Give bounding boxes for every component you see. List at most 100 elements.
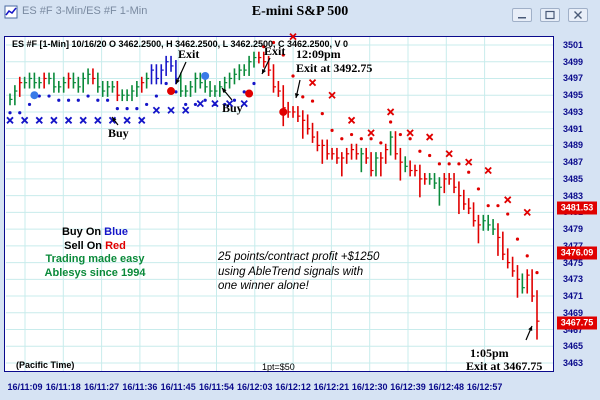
stop-dot <box>76 98 80 102</box>
maximize-icon <box>545 10 555 20</box>
maximize-button[interactable] <box>540 8 560 22</box>
stop-dot <box>66 98 71 102</box>
legend-buy: Buy On Blue <box>61 226 128 238</box>
stop-dot <box>515 237 520 241</box>
exit-signal-dot <box>245 89 254 98</box>
y-tick-label: 3479 <box>563 224 584 235</box>
timezone-label: (Pacific Time) <box>16 360 75 370</box>
buy-label-1: Buy <box>108 126 129 140</box>
stop-dot <box>96 98 100 102</box>
stop-dot <box>496 204 500 208</box>
exit-signal-dot <box>279 107 288 116</box>
x-tick-label: 16/11:36 <box>122 382 158 392</box>
trend-x-marker <box>211 99 219 108</box>
trend-x-marker <box>64 116 73 124</box>
y-tick-label: 3491 <box>563 123 584 134</box>
bar-info-line: ES #F [1-Min] 10/16/20 O 3462.2500, H 34… <box>12 39 349 49</box>
arrow-head <box>175 79 180 84</box>
trend-x-marker <box>79 116 87 124</box>
trend-x-marker <box>225 99 234 108</box>
arrow-head <box>294 93 300 98</box>
y-tick-label: 3489 <box>563 140 584 151</box>
stop-dot <box>359 137 363 141</box>
trend-x-marker <box>182 106 190 114</box>
stop-dot <box>447 162 451 166</box>
stop-dot <box>428 153 432 158</box>
close-button[interactable] <box>568 8 588 22</box>
trend-x-marker <box>484 166 492 175</box>
y-tick-label: 3471 <box>563 291 584 302</box>
stop-dot <box>340 137 344 141</box>
trend-x-marker <box>167 106 175 114</box>
exit-signal-dot <box>167 87 176 96</box>
trend-x-marker <box>504 196 512 204</box>
title-bar: ES #F 3-Min/ES #F 1-Min E-mini S&P 500 <box>0 0 600 24</box>
stop-dot <box>506 212 510 216</box>
trend-x-marker <box>445 150 453 158</box>
trend-x-marker <box>123 116 131 124</box>
exit-price-1: Exit at 3492.75 <box>296 61 373 75</box>
trend-x-marker <box>308 79 317 87</box>
stop-dot <box>281 53 285 57</box>
stop-dot <box>437 162 442 166</box>
y-tick-label: 3477 <box>563 240 584 251</box>
legend-sell: Sell On Red <box>64 239 126 252</box>
stop-dot <box>57 98 61 102</box>
y-tick-label: 3485 <box>563 173 584 184</box>
stop-dot <box>105 98 110 102</box>
stop-dot <box>369 137 373 141</box>
chart-title: E-mini S&P 500 <box>251 4 349 19</box>
x-tick-label: 16/11:09 <box>7 382 43 392</box>
exit-time-2: 1:05pm <box>470 346 509 360</box>
minimize-button[interactable] <box>512 8 532 22</box>
price-marker-box: 3476.09 <box>557 246 597 260</box>
trend-x-marker <box>50 116 58 124</box>
stop-dot <box>47 94 51 98</box>
y-tick-label: 3465 <box>563 341 584 352</box>
y-tick-label: 3463 <box>563 358 584 368</box>
x-tick-label: 16/11:45 <box>160 382 196 392</box>
stop-dot <box>398 132 402 137</box>
stop-dot <box>301 95 305 99</box>
close-icon <box>574 11 582 19</box>
y-tick-label: 3501 <box>563 40 584 50</box>
trend-x-marker <box>347 116 356 124</box>
y-tick-label: 3495 <box>563 90 584 101</box>
x-tick-label: 16/12:39 <box>390 382 426 392</box>
buy-signal-dot <box>30 91 39 100</box>
stop-dot <box>525 254 529 258</box>
exit-label-2: Exit <box>264 44 286 58</box>
arrow-head <box>262 69 266 74</box>
trend-x-marker <box>196 99 204 108</box>
stop-dot <box>389 120 393 124</box>
stop-dot <box>418 149 422 153</box>
stop-dot <box>476 187 481 191</box>
stop-dot <box>27 102 32 107</box>
trend-x-marker <box>6 116 14 124</box>
profit-note: 25 points/contract profit +$1250 using A… <box>218 251 380 292</box>
stop-dot <box>154 94 158 98</box>
stop-dot <box>408 137 412 141</box>
trend-x-marker <box>426 133 434 141</box>
app-icon <box>4 5 18 19</box>
y-tick-label: 3493 <box>563 106 584 117</box>
trend-x-marker <box>523 208 531 217</box>
stop-dot <box>271 40 276 45</box>
trend-x-marker <box>367 129 375 137</box>
stop-dot <box>486 204 490 208</box>
stop-dot <box>135 107 139 111</box>
y-tick-label: 3475 <box>563 257 584 268</box>
stop-dot <box>193 102 198 107</box>
x-tick-label: 16/11:18 <box>45 382 81 392</box>
y-tick-label: 3483 <box>563 190 584 201</box>
stop-dot <box>457 162 461 166</box>
y-tick-label: 3499 <box>563 56 584 67</box>
arrow-head <box>528 326 533 331</box>
stop-dot <box>535 271 539 275</box>
point-value-label: 1pt=$50 <box>262 362 295 372</box>
trend-x-marker <box>465 158 473 166</box>
trend-x-marker <box>386 108 395 116</box>
stop-dot <box>349 132 354 137</box>
legend-tagline: Trading made easy <box>45 253 145 265</box>
